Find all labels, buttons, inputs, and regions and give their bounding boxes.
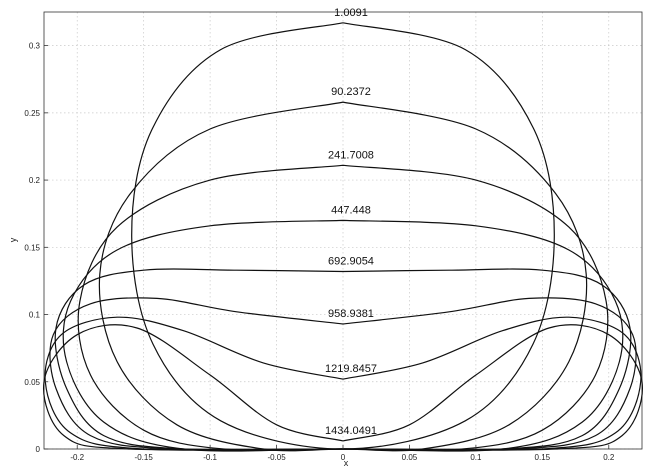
y-axis-ticks: 0 0.05 0.1 0.15 0.2 0.25 0.3: [24, 42, 48, 454]
x-tick-label: 0: [341, 453, 346, 462]
grid: [44, 12, 642, 450]
curve-label-2: 90.2372: [331, 86, 371, 98]
y-tick-label: 0.25: [24, 109, 40, 118]
curve-label-8: 1434.0491: [325, 425, 377, 437]
x-tick-label: -0.2: [70, 453, 84, 462]
x-tick-label: 0.05: [402, 453, 418, 462]
y-tick-label: 0.05: [24, 378, 40, 387]
x-tick-label: -0.1: [203, 453, 217, 462]
x-tick-label: -0.05: [267, 453, 286, 462]
y-tick-label: 0: [36, 445, 41, 454]
x-tick-label: 0.1: [470, 453, 482, 462]
x-tick-label: 0.15: [535, 453, 551, 462]
plot-frame: [43, 11, 643, 450]
y-axis-label: y: [8, 237, 18, 242]
x-tick-label: 0.2: [603, 453, 615, 462]
curve-label-6: 958.9381: [328, 308, 374, 320]
y-tick-label: 0.1: [29, 311, 41, 320]
x-axis-ticks: -0.2 -0.15 -0.1 -0.05 0 0.05 0.1 0.15 0.2: [70, 445, 615, 462]
curve-label-7: 1219.8457: [325, 363, 377, 375]
curve-label-4: 447.448: [331, 204, 371, 216]
y-tick-label: 0.15: [24, 243, 40, 252]
curve-label-5: 692.9054: [328, 256, 374, 268]
curve-label-3: 241.7008: [328, 149, 374, 161]
y-tick-label: 0.3: [29, 42, 41, 51]
y-tick-label: 0.2: [29, 176, 41, 185]
curve-labels: 1.0091 90.2372 241.7008 447.448 692.9054 958.…: [325, 7, 377, 437]
curve-label-1: 1.0091: [334, 7, 368, 19]
x-axis-label: x: [344, 458, 349, 468]
x-tick-label: -0.15: [135, 453, 154, 462]
